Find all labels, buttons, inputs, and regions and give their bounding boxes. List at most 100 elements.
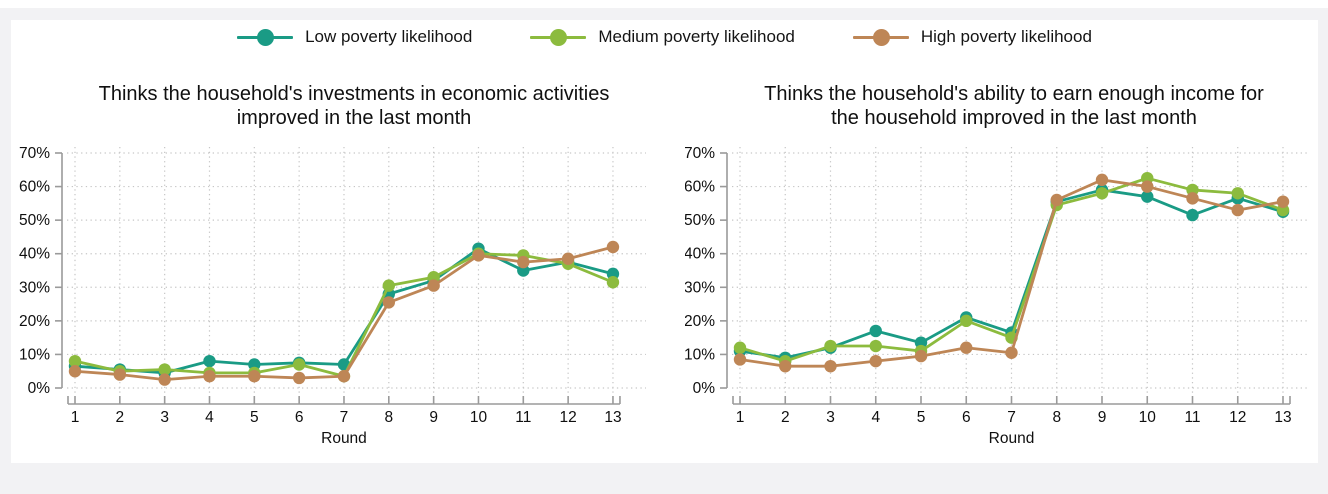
data-point-high (1095, 173, 1109, 187)
data-point-high (1231, 203, 1244, 217)
y-tick-label: 50% (685, 212, 715, 229)
series-line-medium (74, 252, 614, 378)
y-tick-label: 40% (685, 246, 715, 263)
x-axis-title: Round (989, 430, 1035, 447)
data-point-high (779, 359, 792, 373)
x-tick-label: 8 (384, 409, 393, 426)
y-tick-label: 50% (19, 212, 50, 229)
data-point-medium (824, 339, 837, 353)
y-tick-label: 60% (19, 179, 50, 196)
x-tick-label: 13 (1274, 409, 1291, 426)
data-point-low (1141, 190, 1154, 203)
data-point-high (1050, 193, 1063, 207)
y-tick-label: 10% (685, 346, 715, 363)
y-tick-label: 0% (693, 380, 716, 397)
legend-item: Medium poverty likelihood (530, 27, 795, 47)
x-tick-label: 9 (429, 409, 438, 426)
legend-item: High poverty likelihood (852, 27, 1092, 47)
x-tick-label: 4 (205, 409, 214, 426)
chart-investments-canvas: 0%10%20%30%40%50%60%70%1 2 3 4 5 6 7 8 9 10 11 12 13… (19, 145, 646, 447)
y-tick-label: 0% (28, 380, 51, 397)
x-tick-label: 1 (736, 409, 745, 426)
data-point-high (960, 341, 973, 354)
chart-card: Low poverty likelihood Medium poverty lik… (11, 20, 1318, 463)
chart-title-income: Thinks the household's ability to earn e… (764, 83, 1264, 130)
legend-label: Low poverty likelihood (305, 27, 473, 46)
data-point-low (203, 354, 216, 368)
x-tick-label: 10 (1139, 409, 1157, 426)
x-tick-label: 4 (871, 409, 880, 426)
x-axis-title: Round (321, 430, 367, 447)
x-tick-label: 3 (160, 409, 169, 426)
data-point-high (1005, 346, 1018, 359)
data-point-medium (1095, 187, 1109, 200)
chart-title-investments: Thinks the household's investments in ec… (98, 83, 610, 130)
data-point-high (1186, 192, 1199, 205)
x-tick-label: 5 (917, 409, 926, 426)
x-tick-label: 6 (295, 409, 304, 426)
x-tick-label: 11 (515, 409, 531, 426)
data-point-medium (733, 341, 747, 354)
x-tick-label: 3 (826, 409, 835, 426)
legend-line-dot-icon (852, 28, 909, 46)
data-point-high (292, 371, 306, 385)
y-tick-label: 30% (685, 279, 715, 296)
data-point-high (517, 255, 530, 269)
x-tick-label: 8 (1052, 409, 1061, 426)
data-point-high (869, 354, 882, 368)
legend-item: Low poverty likelihood (237, 27, 472, 47)
data-point-high (427, 279, 440, 292)
data-point-high (1141, 180, 1154, 193)
x-tick-label: 11 (1184, 409, 1200, 426)
legend-label: Medium poverty likelihood (598, 27, 795, 46)
data-point-medium (382, 279, 396, 292)
y-tick-label: 10% (19, 346, 50, 363)
data-point-high (68, 365, 82, 378)
data-point-high (824, 359, 837, 373)
y-tick-label: 60% (685, 179, 715, 196)
y-tick-label: 70% (19, 145, 50, 162)
x-tick-label: 10 (470, 409, 488, 426)
y-tick-label: 30% (19, 279, 50, 296)
y-tick-label: 70% (685, 145, 715, 162)
chart-income-canvas: 0%10%20%30%40%50%60%70%1 2 3 4 5 6 7 8 9 10 11 12 13… (685, 145, 1310, 447)
x-tick-label: 7 (1007, 409, 1016, 426)
data-point-high (337, 370, 351, 383)
x-tick-label: 1 (71, 409, 80, 426)
data-point-medium (869, 339, 882, 353)
data-point-high (248, 370, 261, 383)
data-point-medium (158, 363, 171, 376)
legend-line-dot-icon (530, 28, 587, 46)
data-point-high (561, 252, 575, 265)
x-tick-label: 13 (604, 409, 621, 426)
data-point-high (203, 370, 216, 383)
legend-line-dot-icon (237, 28, 294, 46)
data-point-medium (292, 358, 306, 371)
y-tick-label: 40% (19, 246, 50, 263)
y-tick-label: 20% (19, 313, 50, 330)
data-point-low (1186, 208, 1199, 222)
data-point-high (113, 368, 127, 381)
data-point-high (606, 240, 620, 254)
x-tick-label: 12 (1229, 409, 1246, 426)
data-point-high (914, 349, 928, 363)
x-tick-label: 6 (962, 409, 971, 426)
data-point-high (472, 249, 485, 262)
data-point-medium (960, 314, 973, 328)
data-point-high (1276, 195, 1290, 208)
data-point-low (869, 324, 882, 338)
x-tick-label: 2 (781, 409, 790, 426)
data-point-high (158, 373, 171, 386)
data-point-medium (1231, 187, 1244, 200)
data-point-medium (68, 354, 82, 368)
legend-label: High poverty likelihood (920, 27, 1092, 46)
y-tick-label: 20% (685, 313, 715, 330)
data-point-high (733, 353, 747, 366)
data-point-medium (606, 276, 620, 289)
legend: Low poverty likelihood Medium poverty lik… (11, 23, 1318, 51)
x-tick-label: 7 (340, 409, 349, 426)
x-tick-label: 5 (250, 409, 259, 426)
x-tick-label: 9 (1098, 409, 1107, 426)
x-tick-label: 12 (560, 409, 577, 426)
x-tick-label: 2 (116, 409, 125, 426)
